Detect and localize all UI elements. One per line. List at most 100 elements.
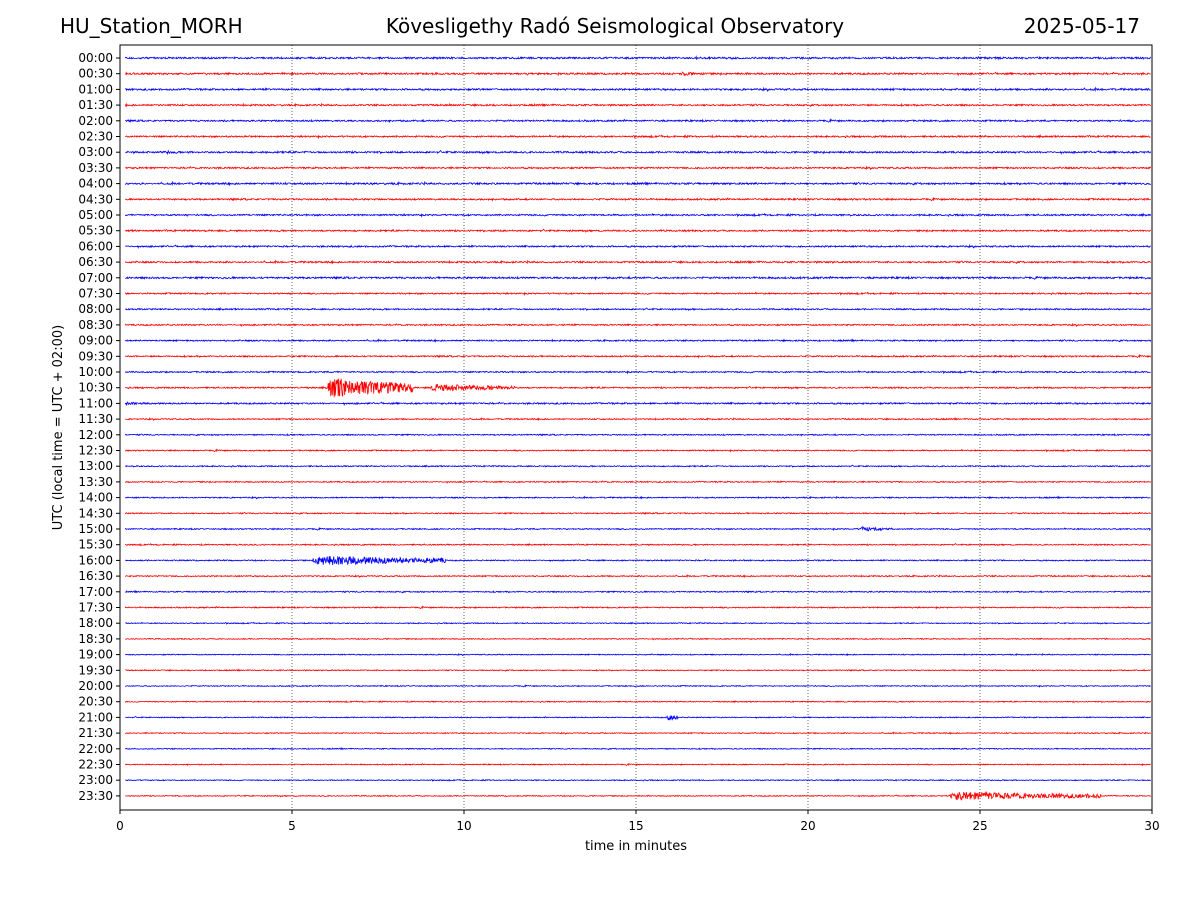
trace-0500 xyxy=(124,212,1152,218)
y-tick-label: 03:30 xyxy=(78,161,113,175)
x-tick-label: 25 xyxy=(972,819,987,833)
trace-0000 xyxy=(124,55,1152,61)
y-tick-label: 03:00 xyxy=(78,145,113,159)
y-tick-label: 02:00 xyxy=(78,114,113,128)
trace-1500 xyxy=(124,525,1151,532)
y-tick-label: 23:30 xyxy=(78,789,113,803)
trace-0730 xyxy=(124,291,1152,297)
y-tick-label: 14:00 xyxy=(78,491,113,505)
y-tick-label: 02:30 xyxy=(78,130,113,144)
y-tick-label: 16:30 xyxy=(78,569,113,583)
y-tick-label: 13:00 xyxy=(78,459,113,473)
trace-1000 xyxy=(124,369,1151,375)
x-tick-label: 20 xyxy=(800,819,815,833)
y-tick-label: 07:00 xyxy=(78,271,113,285)
grid-lines xyxy=(291,45,981,810)
trace-2200 xyxy=(124,747,1151,751)
y-tick-label: 18:00 xyxy=(78,616,113,630)
x-axis-ticks: 0 5 10 15 20 25 30 xyxy=(116,810,1160,833)
y-tick-label: 04:30 xyxy=(78,192,113,206)
x-tick-label: 10 xyxy=(456,819,471,833)
trace-2100 xyxy=(125,715,1151,721)
y-tick-label: 12:30 xyxy=(78,444,113,458)
y-tick-label: 13:30 xyxy=(78,475,113,489)
y-tick-label: 17:30 xyxy=(78,601,113,615)
trace-0830 xyxy=(124,322,1151,328)
trace-0900 xyxy=(124,338,1152,343)
trace-0600 xyxy=(124,243,1151,249)
trace-1330 xyxy=(124,480,1152,484)
trace-1030 xyxy=(124,378,1152,398)
trace-1230 xyxy=(124,448,1152,453)
y-tick-label: 14:30 xyxy=(78,506,113,520)
trace-1600 xyxy=(125,555,1152,566)
x-tick-label: 0 xyxy=(116,819,124,833)
y-tick-label: 15:00 xyxy=(78,522,113,536)
trace-0630 xyxy=(124,259,1151,265)
trace-1830 xyxy=(125,637,1151,641)
y-tick-label: 19:00 xyxy=(78,648,113,662)
y-tick-label: 10:00 xyxy=(78,365,113,379)
y-tick-label: 22:00 xyxy=(78,742,113,756)
x-tick-label: 30 xyxy=(1144,819,1159,833)
y-tick-label: 22:30 xyxy=(78,758,113,772)
chart-date: 2025-05-17 xyxy=(1023,14,1140,38)
trace-0030 xyxy=(124,71,1151,77)
trace-1530 xyxy=(125,542,1151,547)
y-tick-label: 12:00 xyxy=(78,428,113,442)
y-tick-label: 23:00 xyxy=(78,773,113,787)
y-tick-label: 00:00 xyxy=(78,51,113,65)
y-tick-label: 19:30 xyxy=(78,663,113,677)
trace-2000 xyxy=(124,684,1151,688)
y-tick-label: 11:00 xyxy=(78,396,113,410)
y-tick-label: 08:30 xyxy=(78,318,113,332)
trace-2030 xyxy=(124,700,1151,704)
trace-1630 xyxy=(124,574,1152,578)
y-tick-label: 06:00 xyxy=(78,239,113,253)
trace-0930 xyxy=(124,353,1152,359)
y-tick-label: 21:00 xyxy=(78,710,113,724)
y-tick-label: 07:30 xyxy=(78,287,113,301)
trace-1100 xyxy=(124,401,1152,407)
y-tick-label: 05:30 xyxy=(78,224,113,238)
trace-0400 xyxy=(124,180,1151,187)
trace-0800 xyxy=(125,307,1151,312)
y-tick-label: 20:30 xyxy=(78,695,113,709)
y-tick-label: 11:30 xyxy=(78,412,113,426)
y-tick-label: 05:00 xyxy=(78,208,113,222)
trace-0100 xyxy=(124,86,1151,92)
y-tick-label: 01:00 xyxy=(78,82,113,96)
trace-2230 xyxy=(124,762,1151,767)
y-tick-label: 15:30 xyxy=(78,538,113,552)
seismic-traces xyxy=(124,55,1152,801)
trace-0430 xyxy=(124,196,1151,202)
trace-1430 xyxy=(124,511,1151,516)
trace-1200 xyxy=(124,433,1151,437)
y-tick-label: 16:00 xyxy=(78,553,113,567)
y-tick-label: 10:30 xyxy=(78,381,113,395)
y-tick-label: 18:30 xyxy=(78,632,113,646)
trace-1700 xyxy=(124,589,1151,594)
trace-1800 xyxy=(125,621,1151,625)
trace-2330 xyxy=(125,790,1151,801)
y-tick-label: 00:30 xyxy=(78,67,113,81)
trace-1400 xyxy=(125,495,1151,500)
trace-1730 xyxy=(124,605,1152,610)
y-tick-label: 09:00 xyxy=(78,334,113,348)
trace-1900 xyxy=(125,652,1151,657)
y-tick-label: 01:30 xyxy=(78,98,113,112)
trace-0330 xyxy=(125,165,1152,171)
trace-0300 xyxy=(125,149,1152,156)
x-axis-label: time in minutes xyxy=(585,839,687,854)
trace-0200 xyxy=(125,118,1152,124)
y-tick-label: 09:30 xyxy=(78,349,113,363)
trace-0130 xyxy=(124,102,1151,108)
y-axis-label: UTC (local time = UTC + 02:00) xyxy=(51,325,66,530)
x-tick-label: 5 xyxy=(288,819,296,833)
y-tick-label: 20:00 xyxy=(78,679,113,693)
trace-1300 xyxy=(124,464,1151,468)
x-tick-label: 15 xyxy=(628,819,643,833)
y-tick-label: 06:30 xyxy=(78,255,113,269)
